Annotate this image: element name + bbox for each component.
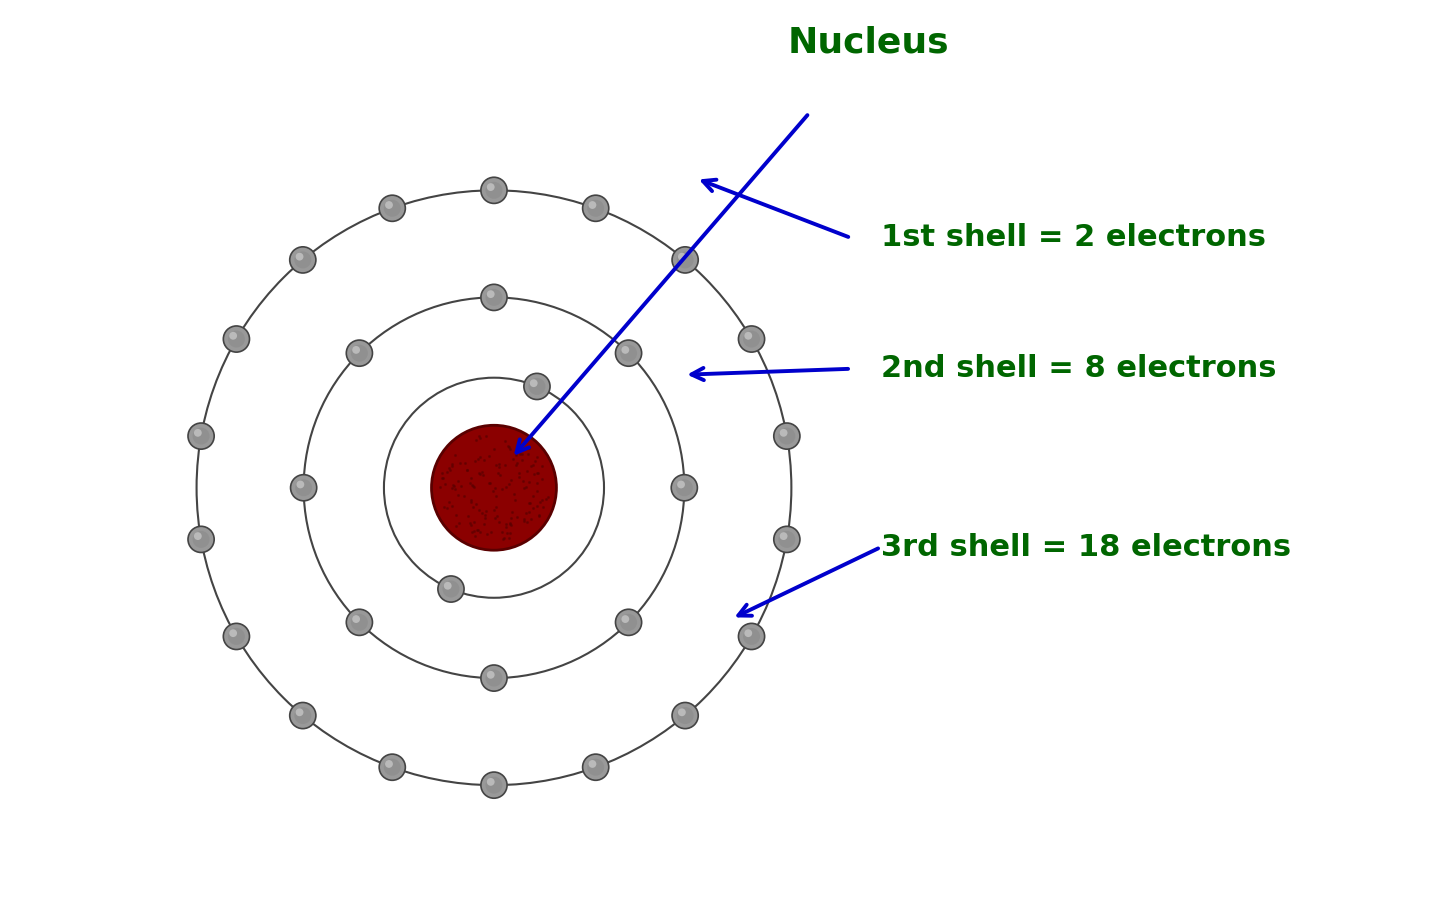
- Circle shape: [383, 200, 400, 217]
- Text: Nucleus: Nucleus: [788, 26, 949, 60]
- Circle shape: [622, 616, 629, 623]
- Circle shape: [442, 581, 459, 597]
- Circle shape: [779, 429, 788, 437]
- Circle shape: [351, 614, 367, 631]
- Circle shape: [671, 474, 697, 501]
- Circle shape: [351, 344, 367, 362]
- Circle shape: [773, 423, 801, 449]
- Text: 3rd shell = 18 electrons: 3rd shell = 18 electrons: [881, 533, 1290, 562]
- Circle shape: [677, 251, 694, 268]
- Circle shape: [677, 481, 685, 488]
- Circle shape: [384, 202, 393, 209]
- Circle shape: [229, 629, 238, 638]
- Circle shape: [739, 624, 765, 649]
- Circle shape: [291, 474, 317, 501]
- Circle shape: [228, 628, 245, 645]
- Circle shape: [485, 777, 503, 793]
- Circle shape: [583, 754, 609, 780]
- Circle shape: [589, 760, 596, 768]
- Circle shape: [379, 195, 405, 222]
- Circle shape: [743, 628, 760, 645]
- Circle shape: [675, 479, 693, 496]
- Circle shape: [739, 326, 765, 352]
- Circle shape: [779, 532, 788, 540]
- Circle shape: [677, 707, 694, 724]
- Circle shape: [583, 195, 609, 222]
- Circle shape: [615, 609, 642, 636]
- Circle shape: [589, 202, 596, 209]
- Circle shape: [384, 760, 393, 768]
- Circle shape: [485, 289, 503, 306]
- Circle shape: [294, 251, 311, 268]
- Circle shape: [438, 576, 464, 602]
- Circle shape: [588, 200, 605, 217]
- Circle shape: [487, 183, 494, 191]
- Text: 2nd shell = 8 electrons: 2nd shell = 8 electrons: [881, 354, 1276, 383]
- Circle shape: [194, 429, 202, 437]
- Circle shape: [678, 253, 685, 260]
- Circle shape: [432, 425, 556, 551]
- Circle shape: [615, 340, 642, 366]
- Circle shape: [346, 340, 373, 366]
- Circle shape: [621, 614, 636, 631]
- Circle shape: [672, 246, 698, 273]
- Circle shape: [193, 531, 210, 548]
- Circle shape: [353, 616, 360, 623]
- Circle shape: [744, 629, 752, 638]
- Circle shape: [189, 527, 215, 552]
- Circle shape: [487, 778, 494, 786]
- Circle shape: [353, 346, 360, 354]
- Circle shape: [588, 758, 605, 776]
- Circle shape: [289, 703, 315, 728]
- Circle shape: [189, 423, 215, 449]
- Circle shape: [530, 379, 537, 387]
- Circle shape: [444, 582, 452, 590]
- Circle shape: [228, 331, 245, 347]
- Circle shape: [621, 344, 636, 362]
- Circle shape: [193, 428, 210, 444]
- Circle shape: [223, 326, 249, 352]
- Circle shape: [229, 332, 238, 340]
- Circle shape: [485, 670, 503, 687]
- Circle shape: [743, 331, 760, 347]
- Circle shape: [295, 253, 304, 260]
- Circle shape: [289, 246, 315, 273]
- Circle shape: [223, 624, 249, 649]
- Circle shape: [379, 754, 405, 780]
- Circle shape: [481, 665, 507, 692]
- Circle shape: [779, 428, 795, 444]
- Circle shape: [744, 332, 752, 340]
- Circle shape: [297, 481, 304, 488]
- Circle shape: [678, 708, 685, 716]
- Circle shape: [295, 479, 312, 496]
- Circle shape: [672, 703, 698, 728]
- Circle shape: [481, 284, 507, 311]
- Circle shape: [194, 532, 202, 540]
- Circle shape: [773, 527, 801, 552]
- Circle shape: [294, 707, 311, 724]
- Circle shape: [524, 374, 550, 399]
- Circle shape: [481, 178, 507, 203]
- Circle shape: [485, 182, 503, 199]
- Circle shape: [481, 772, 507, 798]
- Circle shape: [779, 531, 795, 548]
- Circle shape: [487, 671, 494, 679]
- Text: 1st shell = 2 electrons: 1st shell = 2 electrons: [881, 224, 1266, 253]
- Circle shape: [622, 346, 629, 354]
- Circle shape: [528, 378, 546, 395]
- Circle shape: [346, 609, 373, 636]
- Circle shape: [383, 758, 400, 776]
- Circle shape: [295, 708, 304, 716]
- Circle shape: [487, 290, 494, 298]
